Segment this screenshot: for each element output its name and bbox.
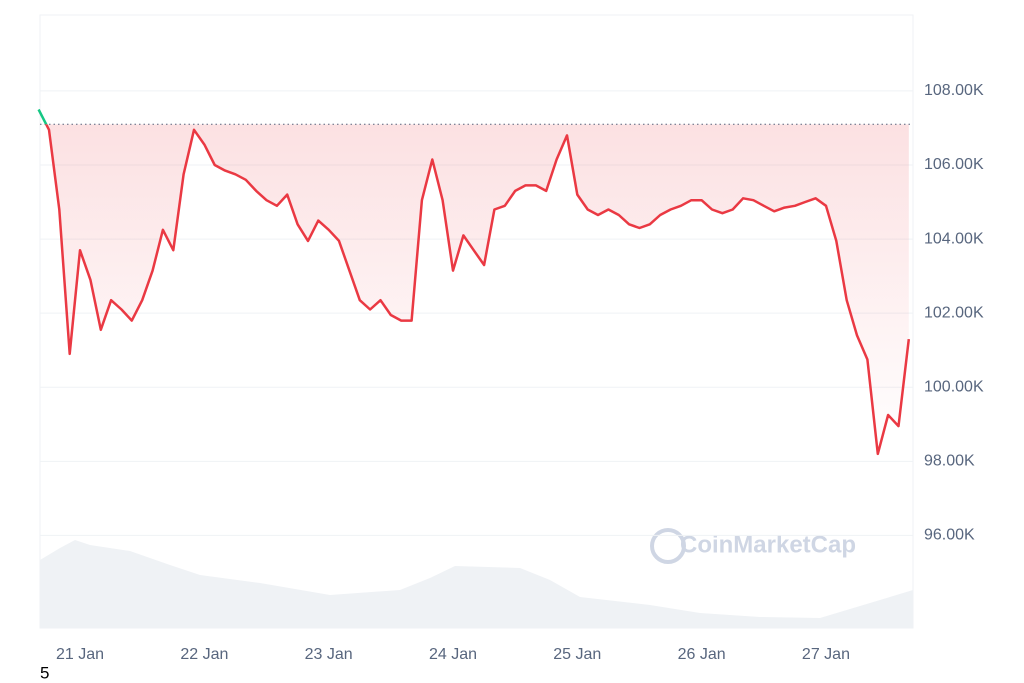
y-tick-label: 98.00K <box>924 453 975 470</box>
footnote: 5 <box>40 663 49 682</box>
volume-area <box>40 540 913 628</box>
y-tick-label: 106.00K <box>924 156 984 173</box>
x-tick-label: 25 Jan <box>553 646 601 663</box>
x-tick-label: 24 Jan <box>429 646 477 663</box>
y-tick-label: 96.00K <box>924 527 975 544</box>
y-tick-label: 102.00K <box>924 304 984 321</box>
area-fill <box>38 124 909 454</box>
watermark-logo <box>650 528 686 564</box>
price-line <box>44 124 911 456</box>
y-tick-label: 108.00K <box>924 82 984 99</box>
x-tick-label: 27 Jan <box>802 646 850 663</box>
y-tick-label: 104.00K <box>924 230 984 247</box>
y-tick-label: 100.00K <box>924 378 984 395</box>
x-tick-label: 23 Jan <box>305 646 353 663</box>
x-tick-label: 21 Jan <box>56 646 104 663</box>
x-tick-label: 26 Jan <box>678 646 726 663</box>
x-tick-label: 22 Jan <box>180 646 228 663</box>
